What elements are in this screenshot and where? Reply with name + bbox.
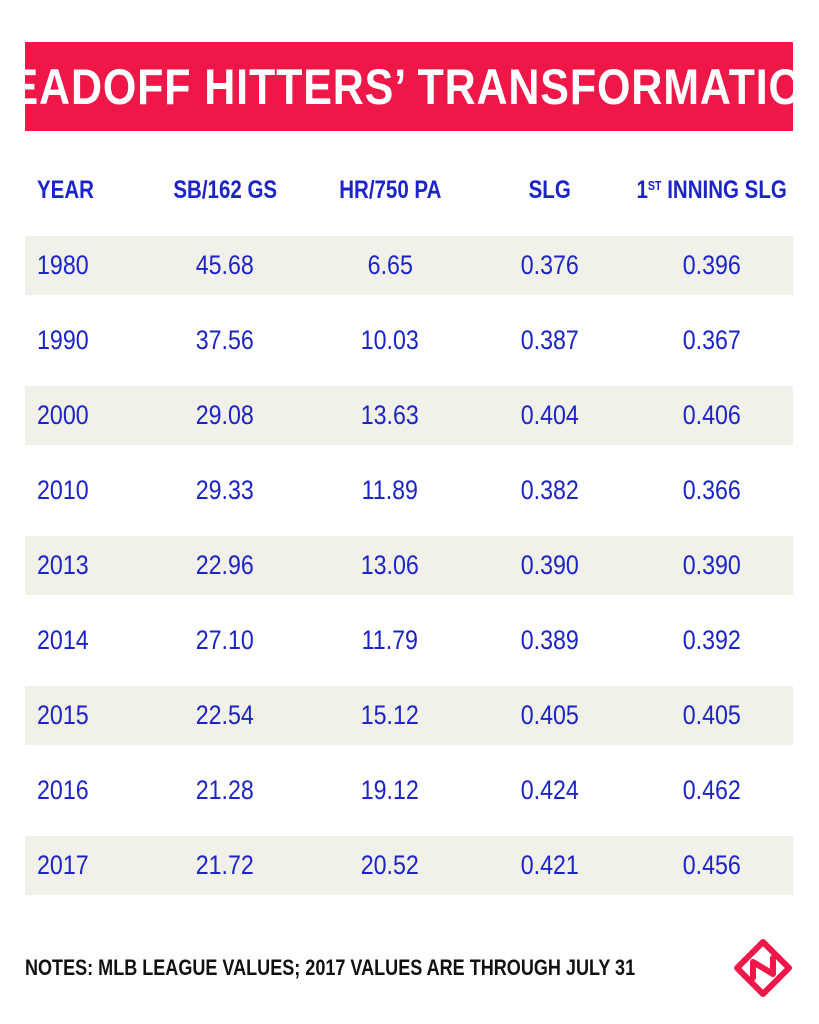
table-row: 2010 29.33 11.89 0.382 0.366	[25, 461, 793, 520]
cell-year: 2013	[37, 550, 89, 580]
cell-slg: 0.424	[520, 775, 580, 805]
cell-slg: 0.387	[520, 325, 580, 355]
cell-hr: 19.12	[360, 775, 420, 805]
stats-table: YEAR SB/162 GS HR/750 PA SLG 1ST INNING …	[25, 160, 793, 911]
cell-hr: 20.52	[360, 850, 420, 880]
header-hr: HR/750 PA	[338, 175, 442, 204]
table-row: 2017 21.72 20.52 0.421 0.456	[25, 836, 793, 895]
cell-hr: 11.89	[361, 475, 419, 505]
header-slg: SLG	[528, 175, 572, 204]
cell-slg: 0.405	[520, 700, 580, 730]
table-row: 1980 45.68 6.65 0.376 0.396	[25, 236, 793, 295]
cell-first-inning-slg: 0.406	[682, 400, 741, 430]
cell-year: 1990	[37, 325, 89, 355]
table-row: 2015 22.54 15.12 0.405 0.405	[25, 686, 793, 745]
cell-first-inning-slg: 0.366	[682, 475, 741, 505]
cell-sb: 22.54	[195, 700, 255, 730]
cell-sb: 22.96	[195, 550, 255, 580]
table-row: 2000 29.08 13.63 0.404 0.406	[25, 386, 793, 445]
table-row: 1990 37.56 10.03 0.387 0.367	[25, 311, 793, 370]
cell-hr: 11.79	[361, 625, 419, 655]
cell-slg: 0.421	[520, 850, 580, 880]
cell-slg: 0.382	[520, 475, 580, 505]
cell-hr: 10.03	[360, 325, 420, 355]
cell-first-inning-slg: 0.405	[682, 700, 741, 730]
table-row: 2016 21.28 19.12 0.424 0.462	[25, 761, 793, 820]
cell-year: 2014	[37, 625, 89, 655]
cell-sb: 29.33	[195, 475, 255, 505]
cell-slg: 0.404	[520, 400, 580, 430]
header-year: YEAR	[37, 175, 94, 204]
cell-first-inning-slg: 0.456	[682, 850, 741, 880]
table-row: 2013 22.96 13.06 0.390 0.390	[25, 536, 793, 595]
cell-hr: 15.12	[360, 700, 420, 730]
cell-sb: 21.72	[195, 850, 255, 880]
header-first-inning-slg: 1ST INNING SLG	[636, 175, 787, 204]
title-banner: LEADOFF HITTERS’ TRANSFORMATION	[0, 42, 819, 131]
sporting-news-logo-icon	[734, 939, 792, 997]
cell-slg: 0.376	[520, 250, 580, 280]
cell-sb: 21.28	[195, 775, 255, 805]
cell-first-inning-slg: 0.392	[682, 625, 741, 655]
table-header-row: YEAR SB/162 GS HR/750 PA SLG 1ST INNING …	[25, 160, 793, 220]
cell-year: 2015	[37, 700, 89, 730]
cell-year: 2000	[37, 400, 89, 430]
table-row: 2014 27.10 11.79 0.389 0.392	[25, 611, 793, 670]
header-sb: SB/162 GS	[173, 175, 277, 204]
cell-hr: 6.65	[367, 250, 413, 280]
page-title: LEADOFF HITTERS’ TRANSFORMATION	[0, 58, 819, 115]
cell-year: 1980	[37, 250, 89, 280]
cell-slg: 0.389	[520, 625, 580, 655]
cell-sb: 45.68	[195, 250, 255, 280]
cell-first-inning-slg: 0.396	[682, 250, 741, 280]
cell-slg: 0.390	[520, 550, 580, 580]
cell-sb: 37.56	[195, 325, 255, 355]
cell-year: 2016	[37, 775, 89, 805]
cell-sb: 29.08	[195, 400, 255, 430]
notes-text: NOTES: MLB LEAGUE VALUES; 2017 VALUES AR…	[25, 955, 636, 980]
cell-first-inning-slg: 0.367	[682, 325, 741, 355]
cell-hr: 13.06	[360, 550, 420, 580]
cell-year: 2017	[37, 850, 89, 880]
cell-hr: 13.63	[360, 400, 420, 430]
cell-first-inning-slg: 0.390	[682, 550, 741, 580]
cell-year: 2010	[37, 475, 89, 505]
cell-sb: 27.10	[195, 625, 255, 655]
cell-first-inning-slg: 0.462	[682, 775, 741, 805]
